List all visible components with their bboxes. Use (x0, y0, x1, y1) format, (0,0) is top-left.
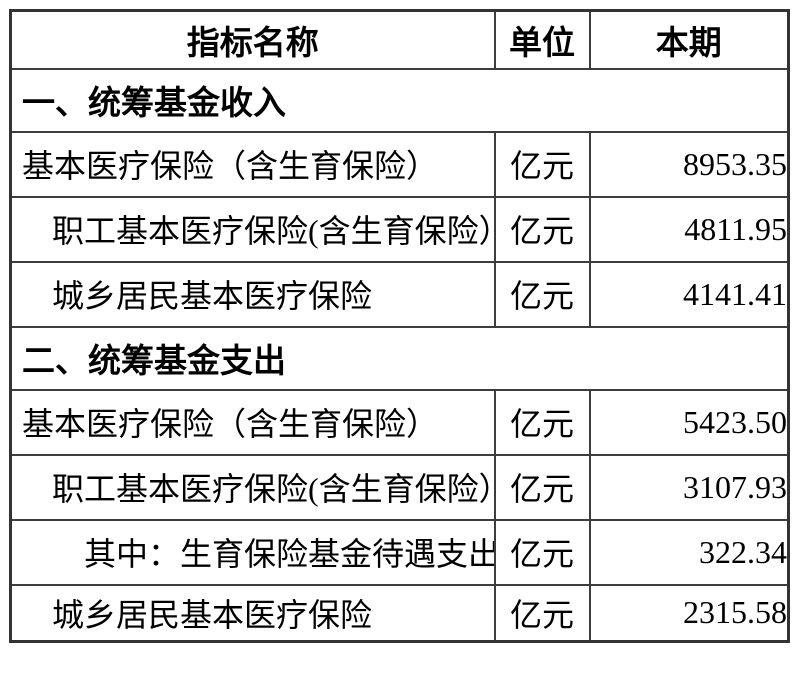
unit-cell: 亿元 (493, 195, 591, 263)
section-row-fund-income: 一、统筹基金收入 (9, 67, 790, 133)
value-cell: 322.34 (588, 518, 790, 586)
indicator-name-cell: 职工基本医疗保险(含生育保险） (9, 195, 496, 263)
table-row: 基本医疗保险（含生育保险） 亿元 8953.35 (9, 130, 790, 198)
table-row: 城乡居民基本医疗保险 亿元 2315.58 (9, 583, 790, 643)
value-cell: 4141.41 (588, 260, 790, 328)
medical-insurance-fund-table: 指标名称 单位 本期 一、统筹基金收入 基本医疗保险（含生育保险） 亿元 895… (9, 9, 790, 643)
col-header-indicator-name: 指标名称 (9, 9, 496, 70)
value-cell: 8953.35 (588, 130, 790, 198)
unit-cell: 亿元 (493, 130, 591, 198)
indicator-name-cell: 城乡居民基本医疗保险 (9, 583, 496, 643)
table-row: 基本医疗保险（含生育保险） 亿元 5423.50 (9, 388, 790, 456)
statistics-table-container: 指标名称 单位 本期 一、统筹基金收入 基本医疗保险（含生育保险） 亿元 895… (9, 9, 790, 643)
section-title: 一、统筹基金收入 (9, 67, 790, 133)
indicator-name-cell: 基本医疗保险（含生育保险） (9, 388, 496, 456)
col-header-current-period: 本期 (588, 9, 790, 70)
table-row: 城乡居民基本医疗保险 亿元 4141.41 (9, 260, 790, 328)
value-cell: 4811.95 (588, 195, 790, 263)
unit-cell: 亿元 (493, 453, 591, 521)
table-row: 其中：生育保险基金待遇支出 亿元 322.34 (9, 518, 790, 586)
table-row: 职工基本医疗保险(含生育保险） 亿元 4811.95 (9, 195, 790, 263)
value-cell: 5423.50 (588, 388, 790, 456)
indicator-name-cell: 基本医疗保险（含生育保险） (9, 130, 496, 198)
unit-cell: 亿元 (493, 388, 591, 456)
unit-cell: 亿元 (493, 518, 591, 586)
unit-cell: 亿元 (493, 260, 591, 328)
value-cell: 3107.93 (588, 453, 790, 521)
section-title: 二、统筹基金支出 (9, 325, 790, 391)
unit-cell: 亿元 (493, 583, 591, 643)
indicator-name-cell: 城乡居民基本医疗保险 (9, 260, 496, 328)
col-header-unit: 单位 (493, 9, 591, 70)
indicator-name-cell: 职工基本医疗保险(含生育保险） (9, 453, 496, 521)
indicator-name-cell: 其中：生育保险基金待遇支出 (9, 518, 496, 586)
section-row-fund-expenditure: 二、统筹基金支出 (9, 325, 790, 391)
header-row: 指标名称 单位 本期 (9, 9, 790, 70)
table-row: 职工基本医疗保险(含生育保险） 亿元 3107.93 (9, 453, 790, 521)
value-cell: 2315.58 (588, 583, 790, 643)
